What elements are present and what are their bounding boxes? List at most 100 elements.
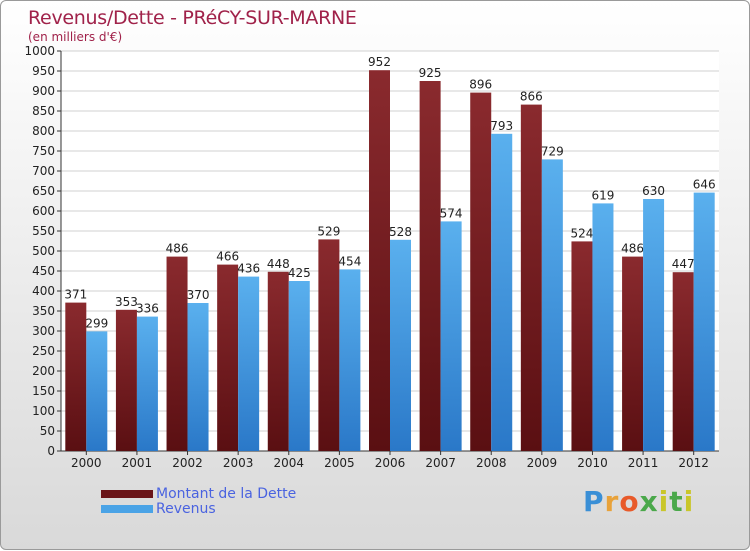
data-label-revenus: 574 <box>440 206 463 220</box>
legend-label-dette: Montant de la Dette <box>156 486 297 502</box>
data-label-dette: 353 <box>115 295 138 309</box>
data-label-dette: 466 <box>216 250 239 264</box>
bar-dette <box>622 256 644 451</box>
y-tick-label: 350 <box>32 304 55 318</box>
x-tick-label: 2010 <box>577 456 608 470</box>
data-label-dette: 896 <box>469 78 492 92</box>
data-label-dette: 447 <box>672 257 695 271</box>
bar-dette <box>318 239 340 451</box>
y-tick-label: 300 <box>32 324 55 338</box>
logo-letter: t <box>669 485 684 518</box>
data-label-dette: 925 <box>419 66 442 80</box>
data-label-dette: 524 <box>571 226 594 240</box>
bar-dette <box>267 271 289 451</box>
data-label-revenus: 436 <box>237 262 260 276</box>
bar-revenus <box>339 269 361 451</box>
x-tick-label: 2006 <box>375 456 406 470</box>
x-tick-label: 2011 <box>628 456 659 470</box>
chart-subtitle: (en milliers d'€) <box>28 30 123 44</box>
bar-revenus <box>238 276 260 451</box>
data-label-revenus: 370 <box>187 288 210 302</box>
data-label-dette: 529 <box>317 224 340 238</box>
proxiti-logo: Proxiti <box>583 485 694 518</box>
bar-dette <box>115 309 137 451</box>
y-tick-label: 450 <box>32 264 55 278</box>
bar-revenus <box>592 203 614 451</box>
y-tick-label: 550 <box>32 224 55 238</box>
bar-dette <box>470 92 492 451</box>
y-tick-label: 750 <box>32 144 55 158</box>
y-tick-label: 0 <box>47 444 55 458</box>
bar-revenus <box>187 303 209 451</box>
x-tick-label: 2012 <box>678 456 709 470</box>
x-tick-label: 2000 <box>71 456 102 470</box>
logo-letter: r <box>604 485 620 518</box>
bar-revenus <box>288 281 310 451</box>
y-tick-label: 400 <box>32 284 55 298</box>
data-label-revenus: 619 <box>592 188 615 202</box>
x-tick-label: 2003 <box>223 456 254 470</box>
logo-letter: i <box>683 485 695 518</box>
data-label-revenus: 336 <box>136 302 159 316</box>
bar-revenus <box>136 316 158 451</box>
y-tick-label: 900 <box>32 84 55 98</box>
x-tick-label: 2005 <box>324 456 355 470</box>
data-label-revenus: 646 <box>693 178 716 192</box>
bar-dette <box>520 104 542 451</box>
data-label-dette: 371 <box>64 288 87 302</box>
x-tick-label: 2001 <box>122 456 153 470</box>
y-tick-label: 700 <box>32 164 55 178</box>
data-label-dette: 448 <box>267 257 290 271</box>
data-label-revenus: 630 <box>642 184 665 198</box>
bar-revenus <box>390 239 411 451</box>
data-label-dette: 486 <box>166 242 189 256</box>
y-tick-label: 100 <box>32 404 55 418</box>
y-tick-label: 650 <box>32 184 55 198</box>
logo-letter: x <box>639 485 659 518</box>
bar-dette <box>369 70 390 451</box>
bar-dette <box>166 256 188 451</box>
bar-revenus <box>693 192 715 451</box>
bar-revenus <box>491 133 513 452</box>
bar-dette <box>217 264 239 451</box>
x-tick-label: 2008 <box>476 456 507 470</box>
y-tick-label: 50 <box>40 424 55 438</box>
y-tick-label: 250 <box>32 344 55 358</box>
y-tick-label: 500 <box>32 244 55 258</box>
y-tick-label: 150 <box>32 384 55 398</box>
chart-title: Revenus/Dette - PRéCY-SUR-MARNE <box>28 7 357 29</box>
bar-dette <box>65 302 87 451</box>
logo-letter: P <box>583 485 605 518</box>
y-tick-label: 850 <box>32 104 55 118</box>
logo-letter: o <box>619 485 640 518</box>
legend-swatch-dette <box>101 490 153 498</box>
data-label-revenus: 729 <box>541 144 564 158</box>
bar-revenus <box>86 331 108 451</box>
bar-dette <box>419 81 441 451</box>
data-label-revenus: 299 <box>85 316 108 330</box>
y-tick-label: 950 <box>32 64 55 78</box>
data-label-revenus: 425 <box>288 266 311 280</box>
legend-swatch-revenus <box>101 505 153 513</box>
x-tick-label: 2009 <box>527 456 558 470</box>
data-label-revenus: 793 <box>490 119 513 133</box>
bar-revenus <box>440 221 462 451</box>
y-tick-label: 1000 <box>24 44 55 58</box>
bar-dette <box>672 272 694 451</box>
legend-label-revenus: Revenus <box>156 501 216 517</box>
x-tick-label: 2007 <box>425 456 456 470</box>
data-label-dette: 866 <box>520 90 543 104</box>
x-tick-label: 2004 <box>273 456 304 470</box>
data-label-revenus: 528 <box>389 225 412 239</box>
y-tick-label: 800 <box>32 124 55 138</box>
logo-letter: i <box>658 485 670 518</box>
bar-dette <box>571 241 593 451</box>
y-tick-label: 600 <box>32 204 55 218</box>
bar-revenus <box>541 159 563 451</box>
data-label-revenus: 454 <box>338 254 361 268</box>
x-tick-label: 2002 <box>172 456 203 470</box>
bar-revenus <box>643 199 665 451</box>
data-label-dette: 486 <box>621 242 644 256</box>
